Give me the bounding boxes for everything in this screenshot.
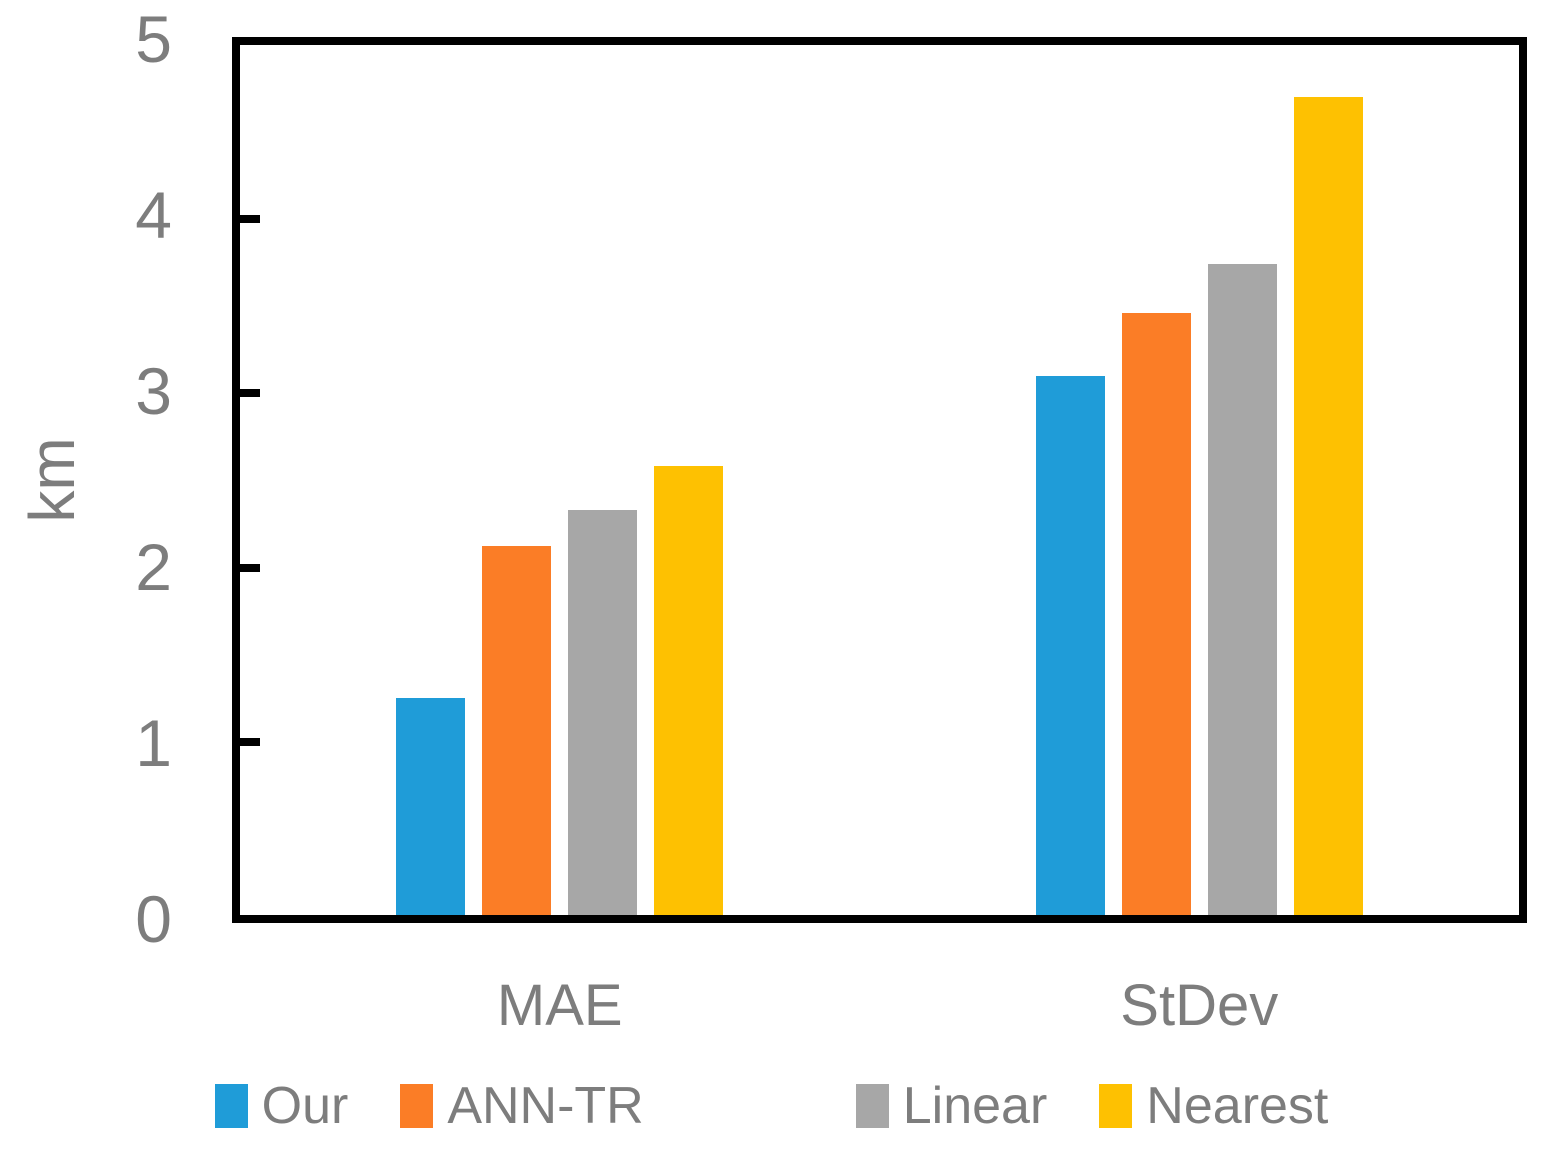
- legend-label-linear: Linear: [902, 1077, 1048, 1135]
- legend-label-our: Our: [261, 1077, 349, 1135]
- category-label-mae: MAE: [496, 973, 623, 1038]
- bar-group-mae: [240, 45, 880, 915]
- y-axis-tick-labels: 0 1 2 3 4 5: [0, 0, 172, 1151]
- legend-label-ann-tr: ANN-TR: [447, 1077, 644, 1135]
- legend: Our ANN-TR Linear Nearest: [0, 1080, 1543, 1132]
- y-tick-label-1: 1: [135, 706, 172, 780]
- legend-swatch-nearest: [1099, 1084, 1133, 1128]
- y-tick-label-0: 0: [135, 882, 172, 956]
- y-tick-mark-4: [240, 215, 260, 224]
- y-tick-label-5: 5: [135, 2, 172, 76]
- legend-item-nearest: Nearest: [1099, 1080, 1328, 1132]
- bar-group-stdev: [880, 45, 1520, 915]
- y-tick-label-2: 2: [135, 530, 172, 604]
- bar-nearest-stdev: [1293, 97, 1363, 915]
- y-tick-mark-3: [240, 389, 260, 398]
- legend-item-our: Our: [214, 1077, 349, 1135]
- category-axis: MAE StDev: [240, 972, 1519, 1039]
- bar-ann-tr-mae: [482, 546, 552, 915]
- y-tick-label-3: 3: [135, 354, 172, 428]
- category-label-stdev: StDev: [1120, 973, 1279, 1038]
- legend-label-nearest: Nearest: [1146, 1077, 1329, 1135]
- bar-our-mae: [396, 697, 466, 915]
- plot-inner: [240, 45, 1519, 915]
- legend-item-ann-tr: ANN-TR: [400, 1077, 644, 1135]
- bar-linear-stdev: [1207, 264, 1277, 915]
- bar-our-stdev: [1035, 375, 1105, 915]
- y-tick-mark-2: [240, 563, 260, 572]
- legend-swatch-ann-tr: [400, 1084, 434, 1128]
- legend-swatch-our: [214, 1084, 248, 1128]
- legend-swatch-linear: [855, 1084, 889, 1128]
- bar-linear-mae: [568, 509, 638, 915]
- bar-nearest-mae: [654, 466, 724, 915]
- bar-groups: [240, 45, 1519, 915]
- bar-ann-tr-stdev: [1121, 312, 1191, 915]
- y-tick-mark-1: [240, 737, 260, 746]
- plot-area: [232, 37, 1527, 923]
- y-tick-label-4: 4: [135, 178, 172, 252]
- legend-item-linear: Linear: [855, 1077, 1048, 1135]
